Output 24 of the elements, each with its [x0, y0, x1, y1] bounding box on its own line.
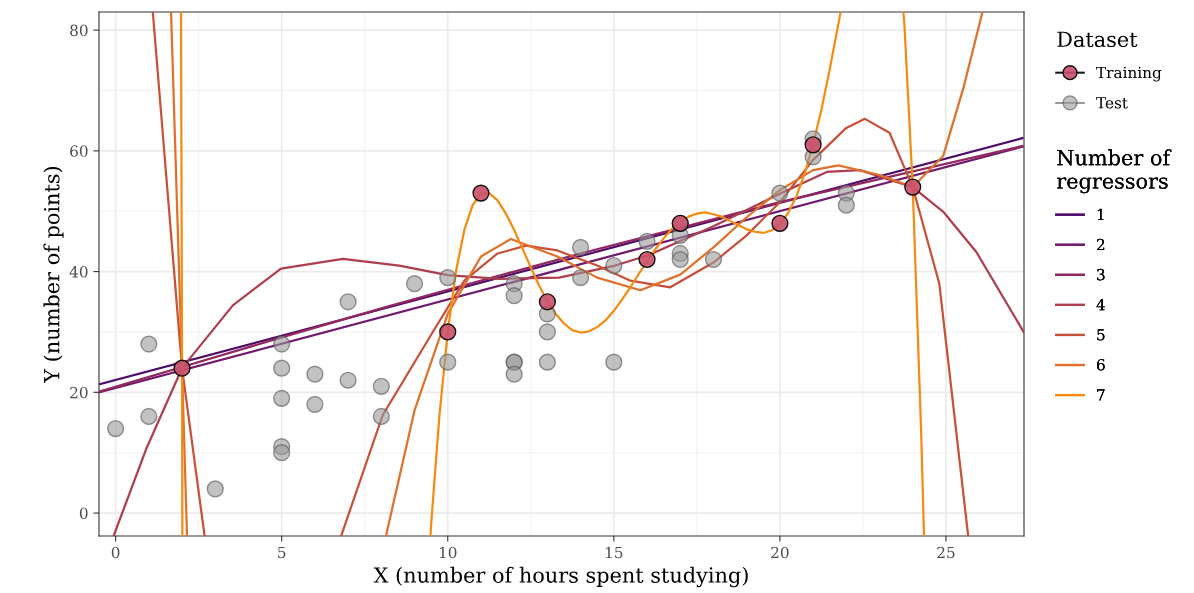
x-tick-label: 15	[605, 546, 623, 559]
legend-label: 3	[1097, 268, 1105, 281]
legend-label: Test	[1096, 97, 1128, 109]
legend-label: 6	[1096, 359, 1105, 371]
y-axis-title: Y (number of points)	[43, 166, 64, 383]
text: Dataset	[1057, 31, 1138, 48]
x-tick-label: 20	[771, 546, 789, 559]
x-tick-label: 0	[111, 546, 120, 559]
y-tick-label: 80	[70, 24, 88, 37]
legend-label: 2	[1097, 238, 1105, 251]
legend-label: Training	[1096, 66, 1162, 82]
x-tick-label: 10	[439, 546, 457, 559]
y-tick-label: 40	[69, 266, 88, 278]
x-tick-label: 5	[278, 546, 286, 559]
legend-label: 7	[1097, 389, 1105, 401]
legend-label: 5	[1097, 329, 1105, 341]
x-axis-title: X (number of hours spent studying)	[373, 566, 748, 588]
y-tick-label: 60	[70, 145, 88, 157]
legend-label: 1	[1097, 208, 1104, 221]
legend-label: 4	[1096, 298, 1105, 311]
text: Number of regressors	[1057, 149, 1172, 194]
x-tick-label: 25	[937, 546, 955, 559]
y-tick-label: 20	[70, 386, 88, 399]
y-tick-label: 0	[79, 507, 88, 520]
